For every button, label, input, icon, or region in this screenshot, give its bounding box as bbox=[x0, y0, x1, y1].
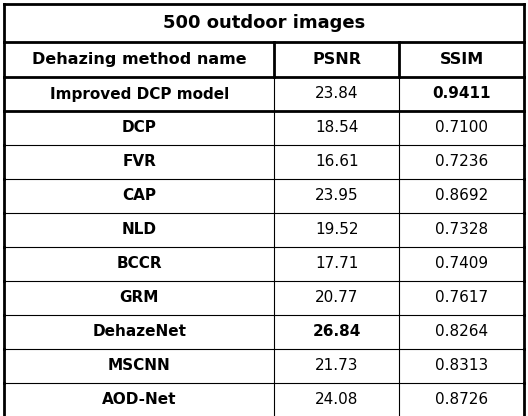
Text: 0.9411: 0.9411 bbox=[432, 87, 491, 102]
Text: 0.7236: 0.7236 bbox=[435, 154, 488, 169]
Text: 0.7409: 0.7409 bbox=[435, 257, 488, 272]
Text: Dehazing method name: Dehazing method name bbox=[32, 52, 247, 67]
Text: 0.7617: 0.7617 bbox=[435, 290, 488, 305]
Text: 16.61: 16.61 bbox=[315, 154, 359, 169]
Text: 17.71: 17.71 bbox=[315, 257, 359, 272]
Text: 20.77: 20.77 bbox=[315, 290, 359, 305]
Text: 24.08: 24.08 bbox=[315, 393, 359, 408]
Text: DehazeNet: DehazeNet bbox=[92, 324, 186, 339]
Text: 0.7328: 0.7328 bbox=[435, 223, 488, 238]
Text: BCCR: BCCR bbox=[116, 257, 162, 272]
Text: 0.8726: 0.8726 bbox=[435, 393, 488, 408]
Text: SSIM: SSIM bbox=[439, 52, 484, 67]
Text: 26.84: 26.84 bbox=[313, 324, 361, 339]
Text: MSCNN: MSCNN bbox=[108, 359, 171, 374]
Text: NLD: NLD bbox=[121, 223, 157, 238]
Text: Improved DCP model: Improved DCP model bbox=[50, 87, 229, 102]
Text: 19.52: 19.52 bbox=[315, 223, 359, 238]
Text: 0.8264: 0.8264 bbox=[435, 324, 488, 339]
Text: 23.95: 23.95 bbox=[315, 188, 359, 203]
Text: FVR: FVR bbox=[122, 154, 156, 169]
Text: 0.7100: 0.7100 bbox=[435, 121, 488, 136]
Text: PSNR: PSNR bbox=[312, 52, 361, 67]
Text: 0.8692: 0.8692 bbox=[435, 188, 488, 203]
Text: 18.54: 18.54 bbox=[315, 121, 359, 136]
Text: 500 outdoor images: 500 outdoor images bbox=[163, 14, 365, 32]
Text: GRM: GRM bbox=[119, 290, 159, 305]
Text: 23.84: 23.84 bbox=[315, 87, 359, 102]
Text: DCP: DCP bbox=[122, 121, 157, 136]
Text: 0.8313: 0.8313 bbox=[435, 359, 488, 374]
Text: CAP: CAP bbox=[122, 188, 156, 203]
Text: AOD-Net: AOD-Net bbox=[102, 393, 176, 408]
Text: 21.73: 21.73 bbox=[315, 359, 359, 374]
